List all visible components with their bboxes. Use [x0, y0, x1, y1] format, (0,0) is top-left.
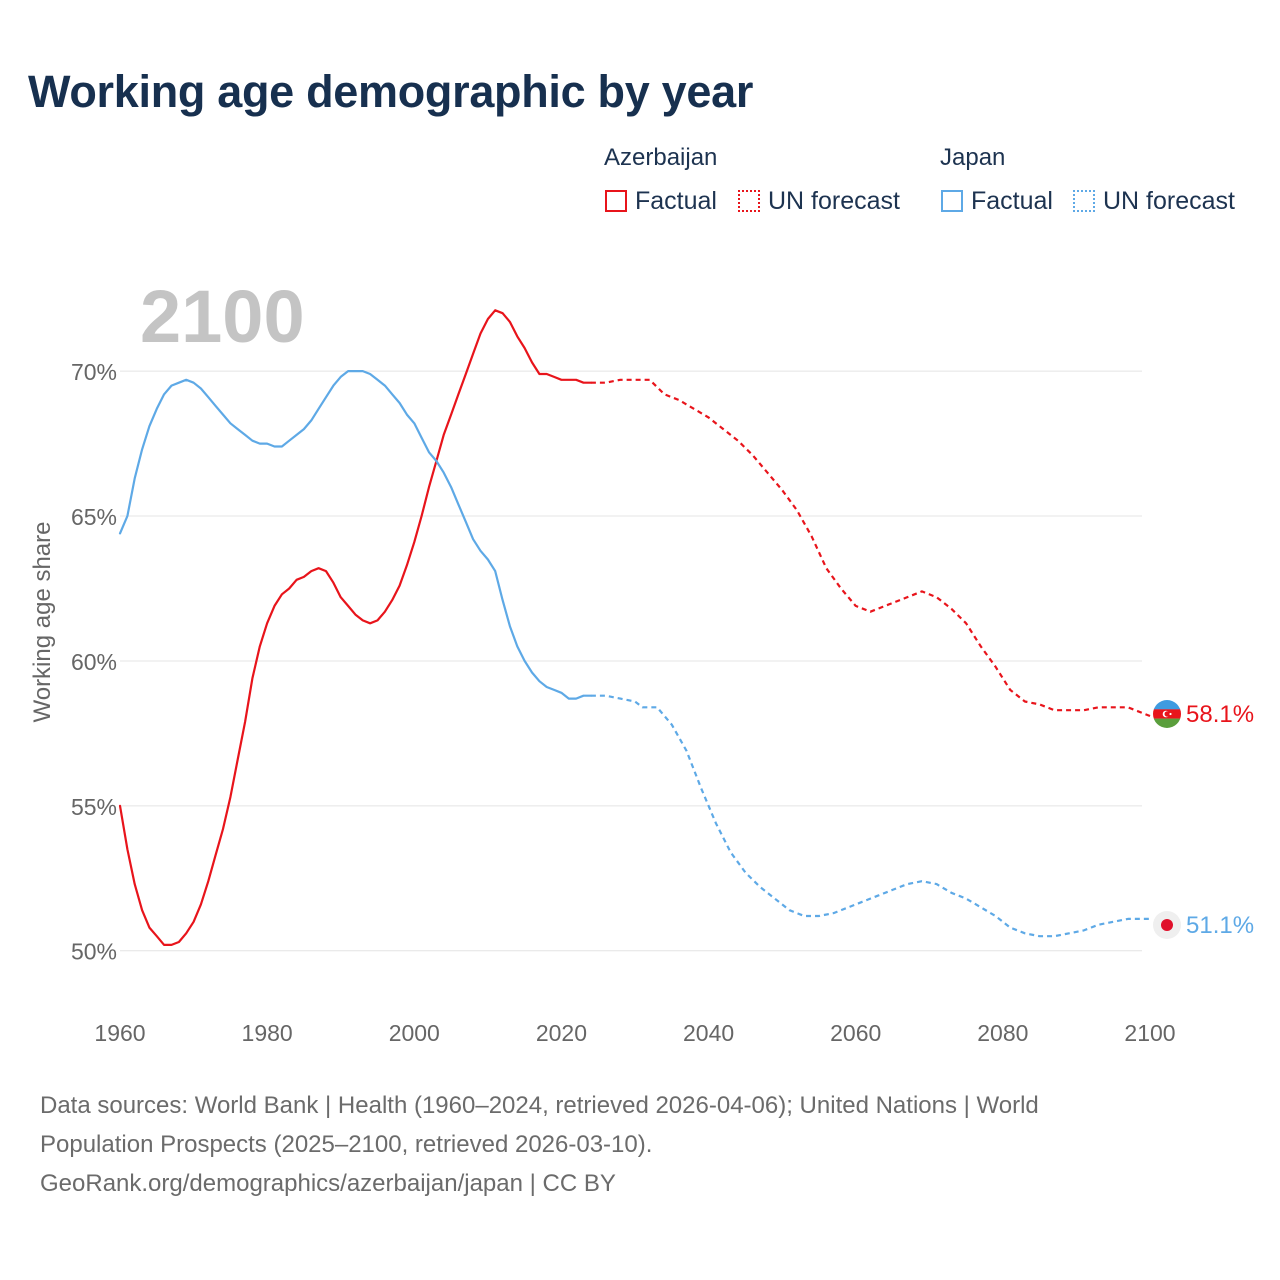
- legend-title-azerbaijan: Azerbaijan: [604, 144, 718, 171]
- source-link[interactable]: GeoRank.org/demographics/azerbaijan/japa…: [40, 1170, 616, 1197]
- x-tick-label: 2000: [389, 1020, 440, 1046]
- y-tick-label: 50%: [71, 939, 117, 965]
- azerbaijan-flag-icon: [1153, 700, 1181, 728]
- line-chart: 2100 50% 55% 60% 65% 70% 1960 1980 2000 2020 204…: [29, 275, 1254, 1046]
- legend-swatch-solid: [605, 190, 627, 212]
- x-axis: 1960 1980 2000 2020 2040 2060 2080 2100: [94, 1020, 1175, 1046]
- y-tick-label: 70%: [71, 359, 117, 385]
- y-tick-label: 60%: [71, 649, 117, 675]
- x-tick-label: 2060: [830, 1020, 881, 1046]
- legend-label: Factual: [635, 186, 717, 215]
- series-line-japan-factual[interactable]: [118, 370, 592, 700]
- y-tick-label: 55%: [71, 794, 117, 820]
- y-axis-title: Working age share: [29, 522, 56, 723]
- legend-item-azerbaijan-factual[interactable]: Factual: [605, 186, 717, 216]
- x-tick-label: 2080: [977, 1020, 1028, 1046]
- legend-title-japan: Japan: [940, 144, 1006, 171]
- x-tick-label: 2040: [683, 1020, 734, 1046]
- series-line-azerbaijan-factual[interactable]: [118, 309, 592, 946]
- end-value-label-azerbaijan: 58.1%: [1186, 701, 1254, 728]
- source-note: Data sources: World Bank | Health (1960–…: [40, 1086, 1190, 1203]
- source-line: Population Prospects (2025–2100, retriev…: [40, 1131, 653, 1158]
- x-tick-label: 2100: [1124, 1020, 1175, 1046]
- x-tick-label: 2020: [536, 1020, 587, 1046]
- year-watermark: 2100: [140, 275, 305, 358]
- series-line-azerbaijan-forecast[interactable]: [590, 378, 1151, 718]
- legend-swatch-dotted: [1073, 190, 1095, 212]
- legend-label: UN forecast: [1103, 186, 1235, 215]
- legend-item-azerbaijan-forecast[interactable]: UN forecast: [738, 186, 900, 216]
- source-line: Data sources: World Bank | Health (1960–…: [40, 1092, 1039, 1119]
- legend-label: UN forecast: [768, 186, 900, 215]
- legend-swatch-solid: [941, 190, 963, 212]
- legend-swatch-dotted: [738, 190, 760, 212]
- end-value-label-japan: 51.1%: [1186, 912, 1254, 939]
- series-layer: [118, 309, 1151, 946]
- japan-flag-icon: [1153, 911, 1181, 939]
- legend-item-japan-forecast[interactable]: UN forecast: [1073, 186, 1235, 216]
- x-tick-label: 1960: [94, 1020, 145, 1046]
- y-axis: 50% 55% 60% 65% 70%: [71, 359, 117, 965]
- series-line-japan-forecast[interactable]: [590, 694, 1150, 938]
- chart-title: Working age demographic by year: [28, 66, 754, 117]
- grid-layer: [120, 370, 1142, 952]
- x-tick-label: 1980: [242, 1020, 293, 1046]
- legend-label: Factual: [971, 186, 1053, 215]
- y-tick-label: 65%: [71, 504, 117, 530]
- legend-item-japan-factual[interactable]: Factual: [941, 186, 1053, 216]
